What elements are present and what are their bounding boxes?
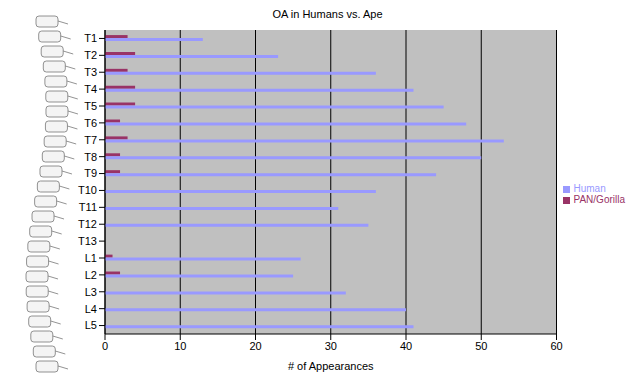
svg-text:T13: T13	[78, 235, 97, 247]
svg-text:T1: T1	[84, 32, 97, 44]
svg-text:T4: T4	[84, 83, 97, 95]
svg-text:T7: T7	[84, 134, 97, 146]
svg-text:30: 30	[325, 340, 337, 352]
svg-text:T5: T5	[84, 100, 97, 112]
svg-text:T9: T9	[84, 167, 97, 179]
html-text:PAN/Gorilla: PAN/Gorilla	[573, 194, 625, 205]
svg-text:# of Appearances: # of Appearances	[288, 360, 374, 372]
svg-text:L3: L3	[85, 286, 97, 298]
svg-text:T3: T3	[84, 66, 97, 78]
svg-text:L2: L2	[85, 269, 97, 281]
svg-text:60: 60	[550, 340, 562, 352]
svg-text:50: 50	[475, 340, 487, 352]
svg-text:T11: T11	[79, 201, 97, 213]
svg-text:T6: T6	[84, 117, 97, 129]
svg-text:L1: L1	[85, 252, 97, 264]
svg-text:40: 40	[400, 340, 412, 352]
svg-text:T2: T2	[84, 49, 97, 61]
svg-text:T12: T12	[78, 218, 97, 230]
svg-text:L5: L5	[85, 319, 97, 331]
svg-text:20: 20	[249, 340, 261, 352]
svg-text:T8: T8	[84, 151, 97, 163]
svg-text:L4: L4	[85, 303, 97, 315]
svg-text:T10: T10	[78, 184, 97, 196]
svg-text:10: 10	[174, 340, 186, 352]
html-text:Human: Human	[573, 183, 606, 194]
html-text:OA in Humans vs. Ape: OA in Humans vs. Ape	[272, 8, 383, 20]
svg-text:0: 0	[102, 340, 108, 352]
